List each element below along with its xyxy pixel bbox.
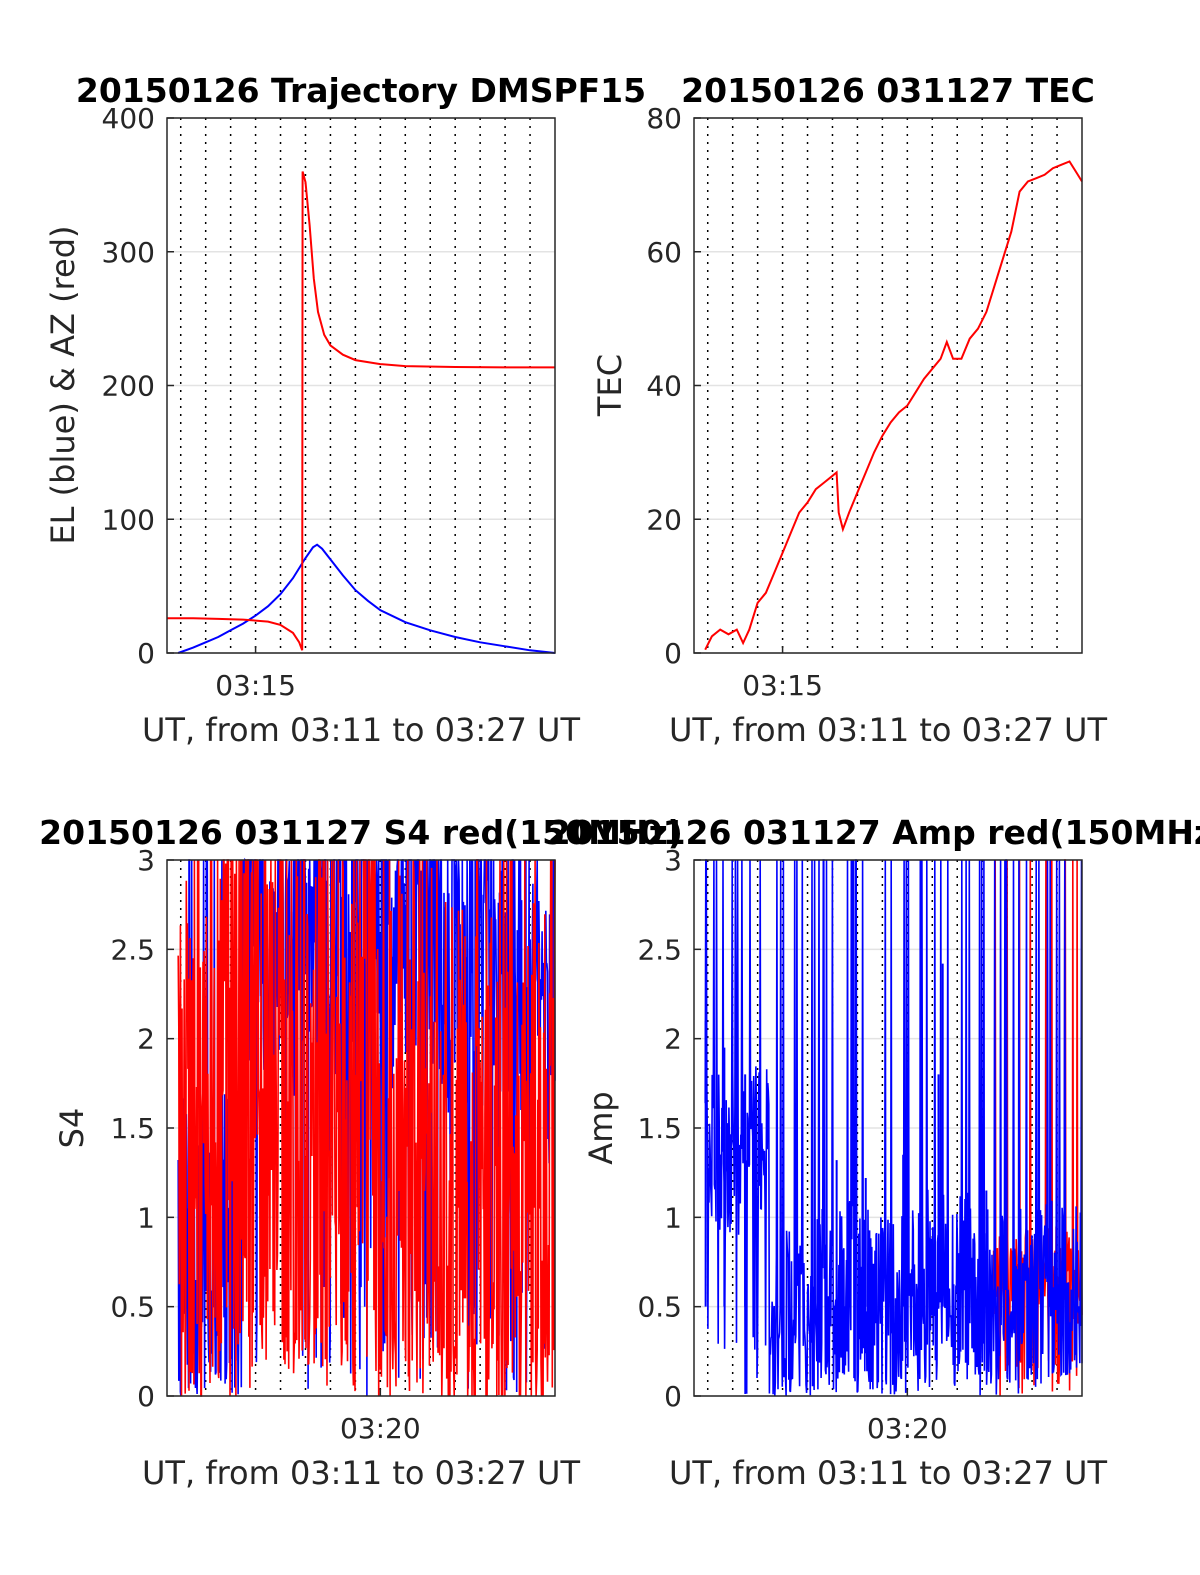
ytick-label: 0.5 bbox=[110, 1291, 155, 1324]
amp-xlabel: UT, from 03:11 to 03:27 UT bbox=[669, 1454, 1107, 1492]
amp-title: 20150126 031127 Amp red(150MHz) bbox=[548, 813, 1200, 852]
ytick-label: 20 bbox=[646, 503, 682, 536]
trajectory-panel: 0 100 200 300 400 03:15 20150126 Trajectory D… bbox=[44, 71, 646, 749]
ytick-label: 100 bbox=[102, 503, 155, 536]
xtick-label: 03:20 bbox=[867, 1412, 948, 1445]
trajectory-axes-box bbox=[166, 117, 556, 654]
trajectory-grid bbox=[167, 117, 555, 654]
series-trace-1 bbox=[704, 859, 1083, 1397]
ytick-label: 2.5 bbox=[637, 933, 682, 966]
ytick-label: 2 bbox=[137, 1023, 155, 1056]
series-line-0 bbox=[177, 543, 556, 654]
amp-series bbox=[704, 859, 1083, 1397]
ytick-label: 300 bbox=[102, 236, 155, 269]
ytick-label: 0 bbox=[137, 637, 155, 670]
series-line-1 bbox=[167, 171, 555, 651]
ytick-label: 0 bbox=[664, 1380, 682, 1413]
s4-title: 20150126 031127 S4 red(150MHz) bbox=[39, 813, 683, 852]
trajectory-title: 20150126 Trajectory DMSPF15 bbox=[76, 71, 646, 110]
tec-axes-box bbox=[693, 117, 1083, 654]
ytick-label: 1.5 bbox=[637, 1112, 682, 1145]
series-trace-1 bbox=[177, 859, 556, 1397]
ytick-label: 40 bbox=[646, 370, 682, 403]
ytick-label: 400 bbox=[102, 102, 155, 135]
amp-axes-box bbox=[693, 859, 1083, 1397]
ytick-label: 200 bbox=[102, 370, 155, 403]
tec-ylabel: TEC bbox=[591, 354, 629, 417]
ytick-label: 3 bbox=[664, 844, 682, 877]
series-line-0 bbox=[704, 160, 1083, 651]
ytick-label: 3 bbox=[137, 844, 155, 877]
s4-panel: 0 0.5 1 1.5 2 2.5 3 03:20 20150126 031127 S4 re… bbox=[39, 813, 683, 1492]
xtick-label: 03:15 bbox=[742, 669, 823, 702]
xtick-label: 03:15 bbox=[215, 669, 296, 702]
ytick-label: 2.5 bbox=[110, 933, 155, 966]
ytick-label: 2 bbox=[664, 1023, 682, 1056]
s4-ylabel: S4 bbox=[53, 1108, 91, 1149]
trajectory-ticks: 0 100 200 300 400 03:15 bbox=[102, 102, 296, 702]
trajectory-ylabel: EL (blue) & AZ (red) bbox=[44, 225, 82, 544]
ytick-label: 1.5 bbox=[110, 1112, 155, 1145]
tec-grid bbox=[694, 117, 1082, 654]
tec-series bbox=[704, 160, 1083, 651]
amp-ticks: 0 0.5 1 1.5 2 2.5 3 03:20 bbox=[637, 844, 947, 1445]
ytick-label: 1 bbox=[137, 1201, 155, 1234]
tec-ticks: 0 20 40 60 80 03:15 bbox=[646, 102, 823, 702]
ytick-label: 60 bbox=[646, 236, 682, 269]
tec-title: 20150126 031127 TEC bbox=[681, 71, 1095, 110]
trajectory-xlabel: UT, from 03:11 to 03:27 UT bbox=[142, 711, 580, 749]
amp-ylabel: Amp bbox=[582, 1091, 620, 1164]
tec-xlabel: UT, from 03:11 to 03:27 UT bbox=[669, 711, 1107, 749]
xtick-label: 03:20 bbox=[340, 1412, 421, 1445]
s4-xlabel: UT, from 03:11 to 03:27 UT bbox=[142, 1454, 580, 1492]
ytick-label: 1 bbox=[664, 1201, 682, 1234]
s4-series bbox=[177, 857, 556, 1397]
ytick-label: 0 bbox=[664, 637, 682, 670]
s4-ticks: 0 0.5 1 1.5 2 2.5 3 03:20 bbox=[110, 844, 420, 1445]
ytick-label: 0.5 bbox=[637, 1291, 682, 1324]
trajectory-series bbox=[167, 171, 556, 654]
amp-panel: 0 0.5 1 1.5 2 2.5 3 03:20 20150126 031127 Amp r… bbox=[548, 813, 1200, 1492]
s4-axes-box bbox=[166, 859, 556, 1397]
tec-panel: 0 20 40 60 80 03:15 20150126 031127 TEC UT, f… bbox=[591, 71, 1107, 749]
ytick-label: 0 bbox=[137, 1380, 155, 1413]
ytick-label: 80 bbox=[646, 102, 682, 135]
